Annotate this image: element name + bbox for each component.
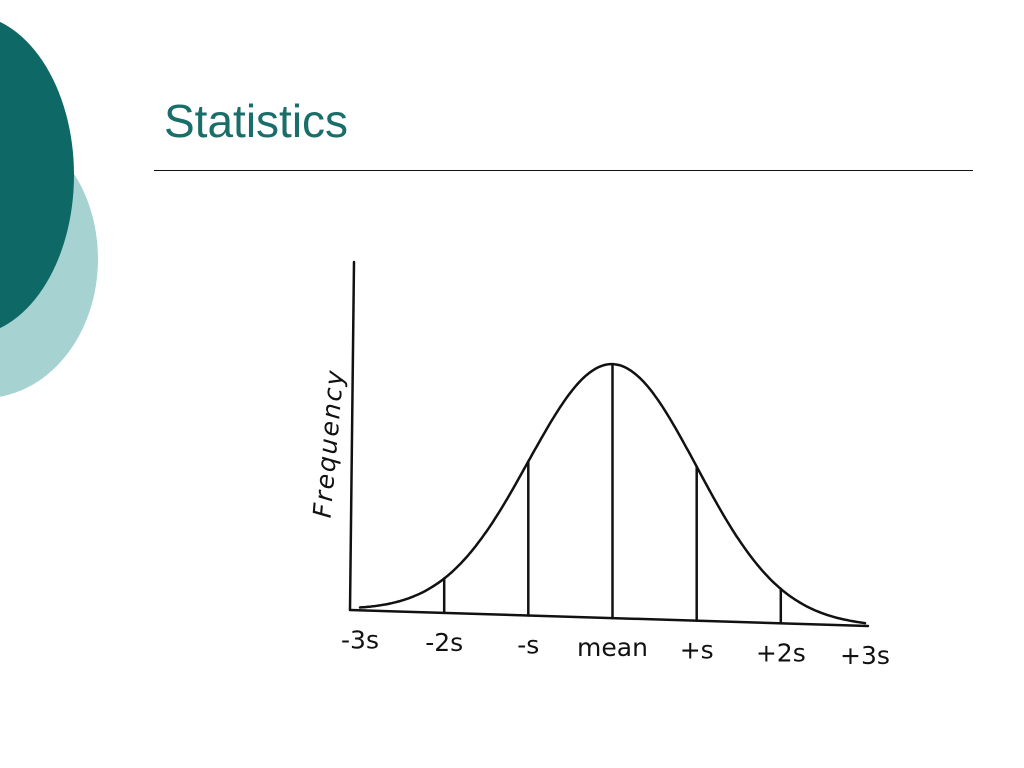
x-tick-label: +2s [756, 638, 806, 667]
x-tick-label: -3s [341, 625, 379, 654]
x-tick-label: -2s [425, 628, 463, 657]
x-tick-label: +3s [840, 641, 890, 670]
y-axis [348, 260, 356, 612]
x-tick-label: mean [577, 633, 648, 662]
x-tick-label: +s [680, 636, 714, 665]
normal-distribution-chart: -3s -2s -s mean +s +2s +3s Frequency [308, 260, 890, 670]
x-tick-label: -s [517, 631, 539, 660]
y-axis-label: Frequency [308, 368, 350, 519]
x-axis [348, 608, 870, 628]
title-divider [154, 170, 973, 171]
slide-title: Statistics [164, 95, 349, 147]
